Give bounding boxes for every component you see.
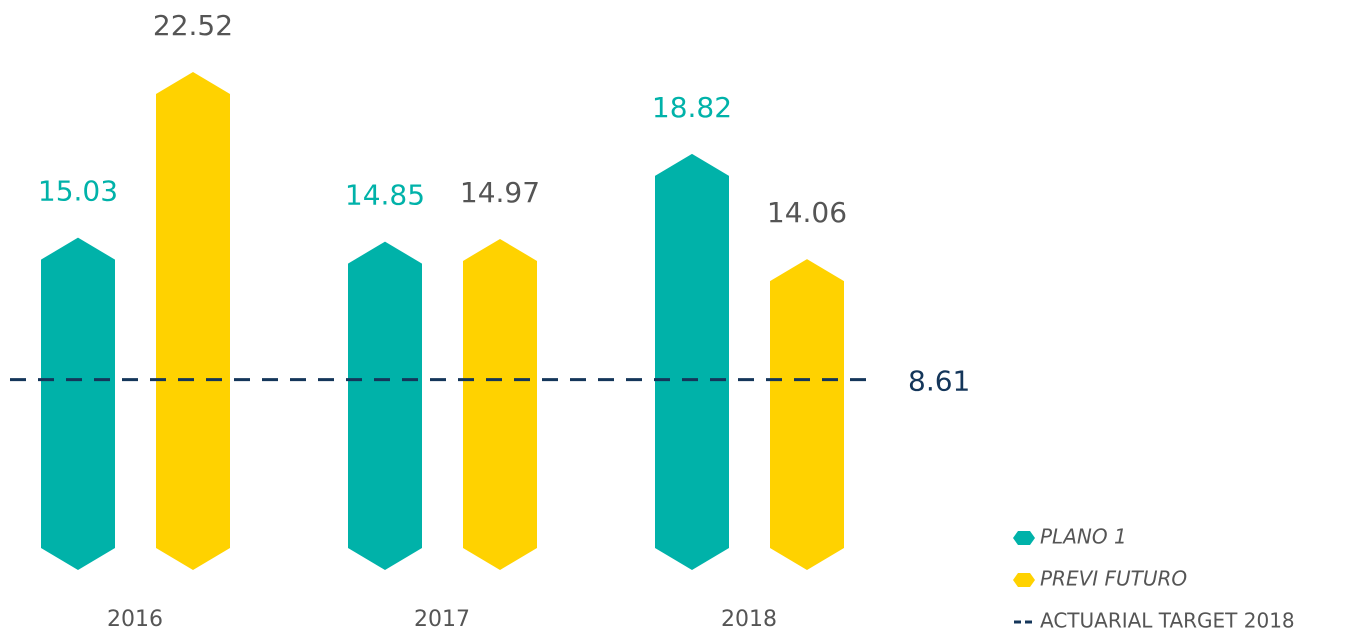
value-label: 22.52 [153, 9, 233, 42]
legend-label: ACTUARIAL TARGET 2018 [1040, 609, 1295, 633]
bar [655, 153, 729, 570]
bar [156, 72, 230, 570]
x-tick-label: 2017 [414, 607, 470, 632]
legend-marker [1013, 531, 1035, 545]
legend-label: PREVI FUTURO [1040, 567, 1187, 591]
value-label: 14.97 [460, 176, 540, 209]
legend-label: PLANO 1 [1040, 525, 1127, 549]
value-label: 14.06 [767, 196, 847, 229]
value-label: 15.03 [38, 175, 118, 208]
bar [770, 259, 844, 570]
value-label: 14.85 [345, 179, 425, 212]
reference-label: 8.61 [908, 365, 970, 398]
x-tick-label: 2016 [107, 607, 163, 632]
legend-marker [1013, 573, 1035, 587]
x-tick-label: 2018 [721, 607, 777, 632]
bar [41, 237, 115, 570]
bar [348, 241, 422, 570]
value-label: 18.82 [652, 91, 732, 124]
bar [463, 238, 537, 570]
